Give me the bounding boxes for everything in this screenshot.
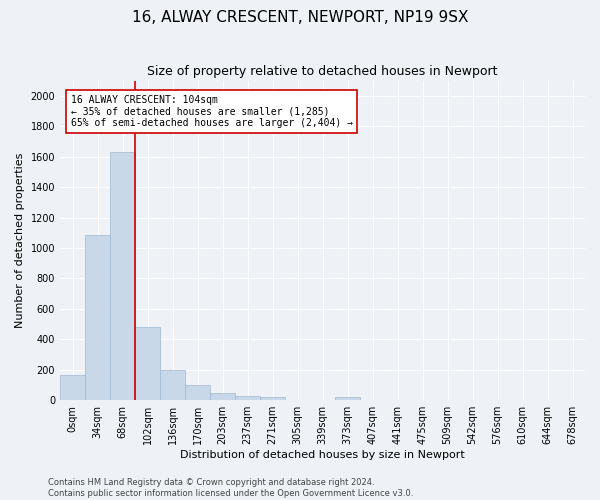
Bar	[135, 327, 160, 400]
Bar	[85, 235, 110, 400]
Y-axis label: Number of detached properties: Number of detached properties	[15, 152, 25, 328]
Bar	[185, 385, 210, 400]
Text: 16, ALWAY CRESCENT, NEWPORT, NP19 9SX: 16, ALWAY CRESCENT, NEWPORT, NP19 9SX	[132, 10, 468, 25]
Text: Contains HM Land Registry data © Crown copyright and database right 2024.
Contai: Contains HM Land Registry data © Crown c…	[48, 478, 413, 498]
Bar	[110, 152, 135, 400]
Bar	[60, 375, 85, 400]
Bar	[335, 397, 360, 400]
Bar	[210, 394, 235, 400]
Title: Size of property relative to detached houses in Newport: Size of property relative to detached ho…	[147, 65, 498, 78]
Bar	[160, 370, 185, 400]
Bar	[235, 396, 260, 400]
Text: 16 ALWAY CRESCENT: 104sqm
← 35% of detached houses are smaller (1,285)
65% of se: 16 ALWAY CRESCENT: 104sqm ← 35% of detac…	[71, 95, 353, 128]
Bar	[260, 397, 285, 400]
X-axis label: Distribution of detached houses by size in Newport: Distribution of detached houses by size …	[180, 450, 465, 460]
